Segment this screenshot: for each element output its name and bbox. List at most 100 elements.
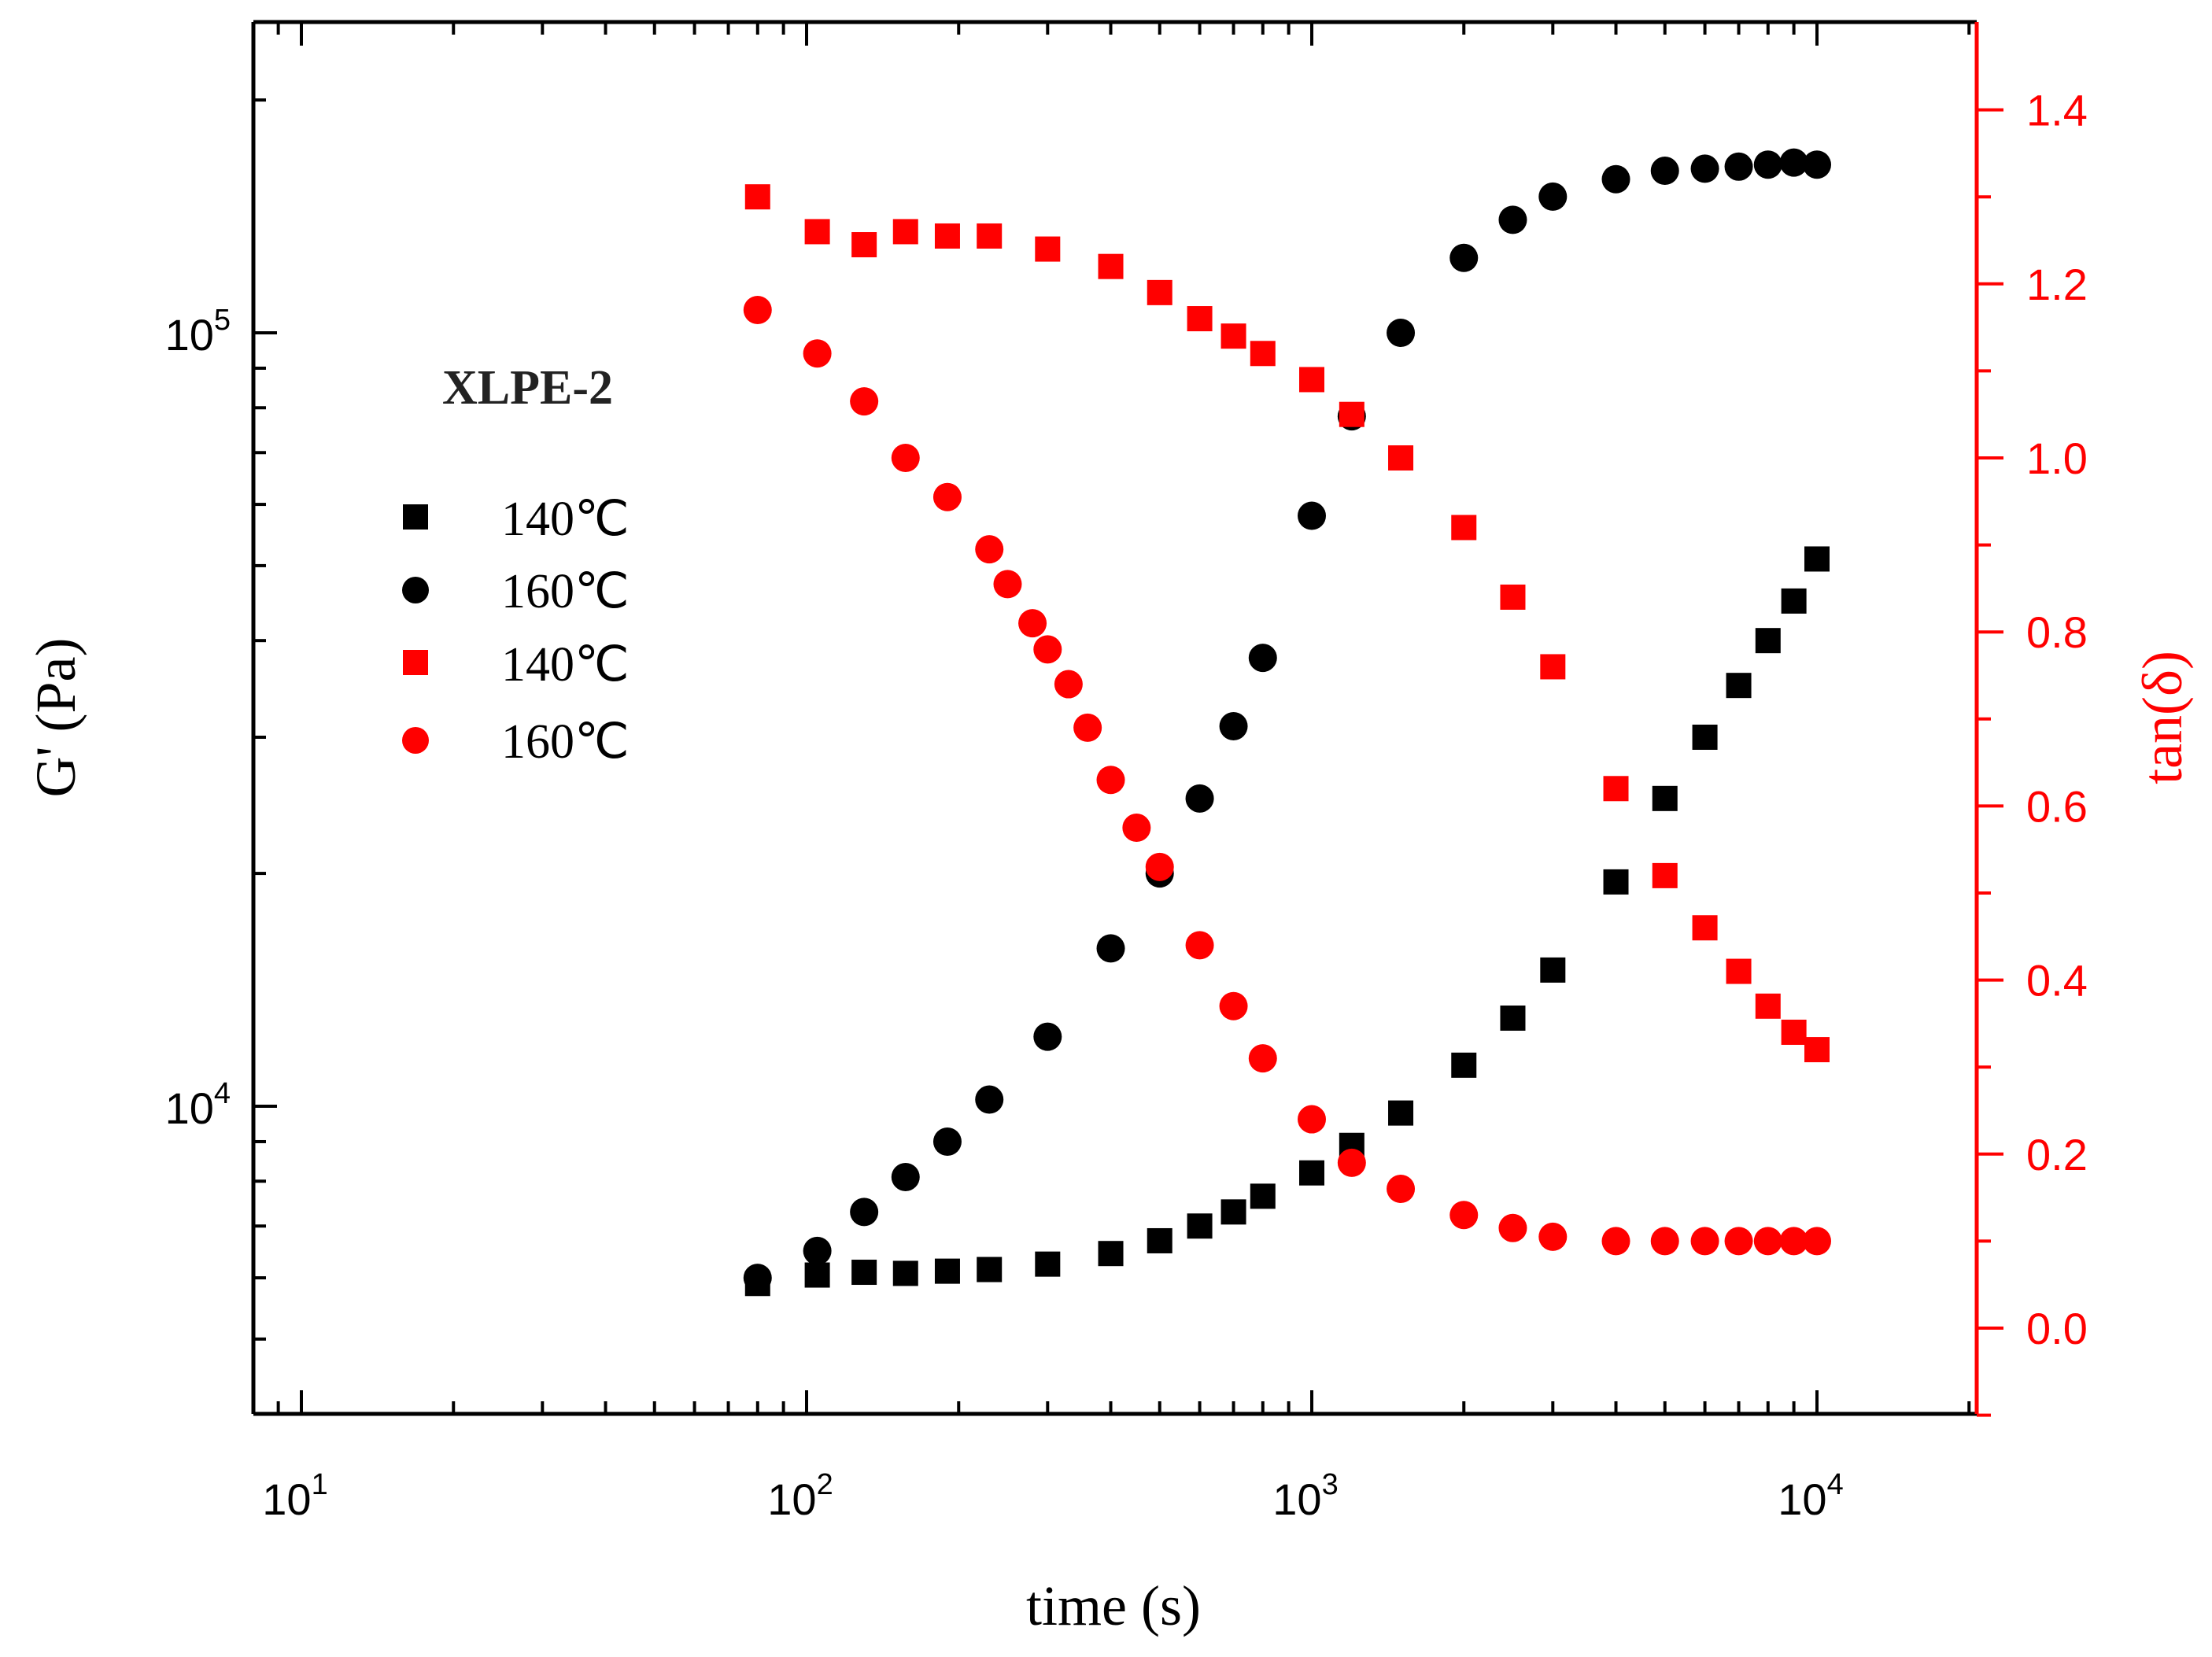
data-point-circle bbox=[1096, 766, 1125, 795]
plot-frame bbox=[251, 20, 1979, 1416]
data-point-circle bbox=[1538, 1222, 1568, 1251]
data-point-square bbox=[1755, 628, 1781, 654]
data-point-circle bbox=[932, 482, 962, 511]
legend-entry: 140℃ bbox=[403, 638, 630, 692]
y-right-tick-label: 1.2 bbox=[2026, 260, 2088, 309]
data-points bbox=[743, 148, 1831, 1297]
data-point-circle bbox=[1248, 1044, 1277, 1073]
data-point-square bbox=[851, 232, 877, 258]
data-point-circle bbox=[1690, 154, 1719, 183]
x-tick-label: 103 bbox=[1272, 1468, 1338, 1524]
data-point-square bbox=[1692, 724, 1718, 750]
legend-label: 140℃ bbox=[501, 493, 630, 546]
legend-label: 160℃ bbox=[501, 565, 630, 618]
legend-circle-marker bbox=[402, 727, 429, 754]
data-point-circle bbox=[1033, 1022, 1062, 1051]
x-tick-label: 101 bbox=[262, 1468, 327, 1524]
data-point-square bbox=[1035, 236, 1061, 262]
data-point-square bbox=[1098, 253, 1124, 279]
y-right-ticks: 0.0 0.2 0.4 0.6 0.8 1.0 1.2 1.4 bbox=[1977, 86, 2088, 1417]
data-point-circle bbox=[743, 295, 772, 324]
data-point-circle bbox=[803, 1236, 832, 1265]
y-right-axis-title: tan(δ) bbox=[2131, 651, 2194, 784]
data-point-square bbox=[1187, 1213, 1213, 1239]
legend-entry: 160℃ bbox=[402, 715, 630, 769]
data-point-circle bbox=[891, 444, 920, 472]
legend-entry: 160℃ bbox=[402, 565, 630, 618]
legend-square-marker bbox=[403, 504, 428, 530]
data-point-square bbox=[1603, 776, 1629, 802]
legend: 140℃ 160℃ 140℃ 160℃ bbox=[402, 493, 630, 769]
data-point-square bbox=[1250, 1183, 1276, 1209]
data-point-square bbox=[804, 219, 830, 245]
data-point-square bbox=[1804, 546, 1830, 572]
data-point-circle bbox=[1779, 148, 1808, 177]
data-point-square bbox=[1726, 958, 1752, 984]
data-point-circle bbox=[1498, 1213, 1527, 1242]
data-point-circle bbox=[1724, 1227, 1753, 1256]
data-point-circle bbox=[1298, 1105, 1326, 1134]
y-left-tick-label: 104 bbox=[165, 1077, 231, 1133]
data-point-square bbox=[934, 223, 960, 249]
data-point-circle bbox=[1753, 150, 1782, 179]
data-point-square bbox=[1781, 588, 1807, 614]
data-point-circle bbox=[1096, 934, 1125, 963]
data-point-square bbox=[977, 1257, 1003, 1282]
data-point-circle bbox=[1387, 319, 1416, 347]
y-right-tick-label: 0.6 bbox=[2026, 781, 2088, 831]
data-point-square bbox=[1500, 1005, 1526, 1031]
data-point-square bbox=[1187, 306, 1213, 332]
data-point-square bbox=[934, 1258, 960, 1284]
data-point-circle bbox=[1122, 814, 1151, 843]
y-right-tick-label: 0.0 bbox=[2026, 1304, 2088, 1353]
data-point-circle bbox=[1298, 501, 1326, 530]
legend-label: 160℃ bbox=[501, 715, 630, 769]
data-point-circle bbox=[1185, 784, 1214, 813]
data-point-circle bbox=[1145, 852, 1174, 881]
data-point-square bbox=[1451, 1052, 1477, 1078]
data-point-square bbox=[1652, 785, 1678, 811]
data-point-circle bbox=[1753, 1227, 1782, 1256]
data-point-circle bbox=[932, 1127, 962, 1156]
data-point-circle bbox=[1601, 164, 1630, 194]
data-point-circle bbox=[993, 570, 1022, 599]
data-point-square bbox=[1451, 515, 1477, 541]
data-point-circle bbox=[1033, 635, 1062, 664]
data-point-circle bbox=[975, 535, 1004, 564]
data-point-square bbox=[1035, 1251, 1061, 1277]
data-point-circle bbox=[1498, 205, 1527, 234]
y-left-axis-title: G' (Pa) bbox=[24, 638, 87, 798]
data-point-square bbox=[1147, 279, 1172, 305]
legend-entry: 140℃ bbox=[403, 493, 630, 546]
data-point-square bbox=[1388, 1100, 1414, 1126]
data-point-square bbox=[1388, 445, 1414, 471]
y-right-tick-label: 0.4 bbox=[2026, 956, 2088, 1006]
data-point-circle bbox=[850, 387, 879, 416]
data-point-circle bbox=[1337, 1148, 1366, 1177]
y-right-tick-label: 1.0 bbox=[2026, 434, 2088, 483]
data-point-square bbox=[1540, 654, 1566, 680]
data-point-circle bbox=[1073, 713, 1102, 742]
data-point-circle bbox=[1387, 1175, 1416, 1204]
data-point-circle bbox=[1219, 711, 1248, 740]
data-point-square bbox=[1220, 1199, 1246, 1225]
data-point-square bbox=[1603, 869, 1629, 895]
data-point-circle bbox=[1219, 991, 1248, 1020]
data-point-square bbox=[744, 184, 770, 210]
data-point-square bbox=[1299, 1160, 1324, 1186]
data-point-circle bbox=[1538, 182, 1568, 211]
data-point-square bbox=[1500, 584, 1526, 610]
data-point-square bbox=[1781, 1019, 1807, 1045]
data-point-circle bbox=[1803, 1227, 1831, 1256]
data-point-circle bbox=[1054, 670, 1083, 699]
data-point-circle bbox=[975, 1085, 1004, 1114]
legend-circle-marker bbox=[402, 577, 429, 603]
data-point-square bbox=[804, 1262, 830, 1288]
data-point-circle bbox=[1724, 152, 1753, 181]
data-point-square bbox=[892, 1260, 918, 1286]
data-point-circle bbox=[1601, 1227, 1630, 1256]
data-point-circle bbox=[1185, 931, 1214, 960]
data-point-circle bbox=[850, 1198, 879, 1227]
